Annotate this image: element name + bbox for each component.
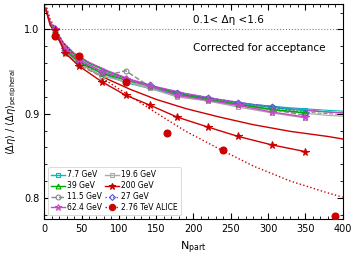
Y-axis label: $\langle\Delta\eta\rangle$ / $\langle\Delta\eta\rangle_{\mathrm{peripheral}}$: $\langle\Delta\eta\rangle$ / $\langle\De… xyxy=(4,68,19,155)
Legend: 7.7 GeV, 39 GeV, 11.5 GeV, 62.4 GeV, 19.6 GeV, 200 GeV, 27 GeV, 2.76 TeV ALICE: 7.7 GeV, 39 GeV, 11.5 GeV, 62.4 GeV, 19.… xyxy=(48,167,181,215)
Text: Corrected for acceptance: Corrected for acceptance xyxy=(193,43,326,53)
X-axis label: N$_\mathrm{part}$: N$_\mathrm{part}$ xyxy=(180,239,206,256)
Text: 0.1< Δη <1.6: 0.1< Δη <1.6 xyxy=(193,15,264,25)
